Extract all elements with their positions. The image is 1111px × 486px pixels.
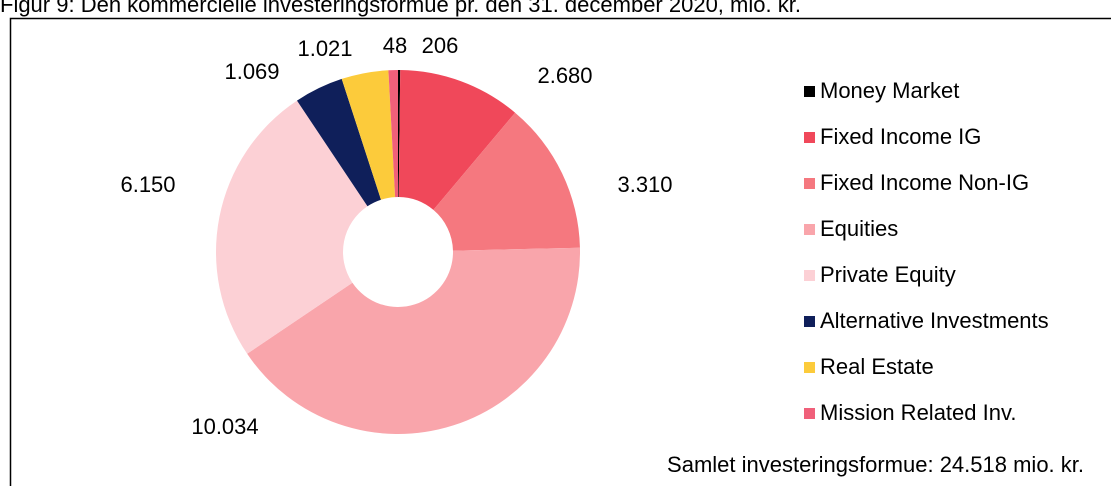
data-label: 1.021 (297, 36, 352, 61)
legend-swatch (804, 132, 815, 143)
data-label: 2.680 (537, 63, 592, 88)
legend-label: Equities (820, 216, 898, 241)
legend-swatch (804, 270, 815, 281)
legend-swatch (804, 224, 815, 235)
frame (9, 17, 1111, 486)
legend-swatch (804, 362, 815, 373)
slice (247, 247, 580, 434)
data-label: 48 (383, 33, 407, 58)
slice (216, 100, 368, 354)
legend-label: Fixed Income IG (820, 124, 981, 149)
legend-swatch (804, 316, 815, 327)
legend-label: Real Estate (820, 354, 934, 379)
legend-swatch (804, 178, 815, 189)
note: Samlet investeringsformue: 24.518 mio. k… (667, 452, 1084, 477)
data-label: 1.069 (224, 59, 279, 84)
slice (398, 70, 516, 210)
chart-title: Figur 9: Den kommercielle investeringsfo… (0, 0, 801, 17)
slice (296, 78, 381, 207)
legend-swatch (804, 408, 815, 419)
legend-label: Money Market (820, 78, 959, 103)
data-label: 6.150 (120, 172, 175, 197)
slice (388, 70, 398, 198)
data-label: 3.310 (617, 172, 672, 197)
legend-label: Fixed Income Non-IG (820, 170, 1029, 195)
legend-label: Mission Related Inv. (820, 400, 1016, 425)
slice (433, 112, 580, 251)
data-label: 10.034 (191, 414, 258, 439)
slice (398, 70, 401, 198)
slice (341, 70, 396, 200)
data-label: 206 (422, 33, 459, 58)
legend-swatch (804, 86, 815, 97)
legend-label: Alternative Investments (820, 308, 1049, 333)
legend-label: Private Equity (820, 262, 956, 287)
